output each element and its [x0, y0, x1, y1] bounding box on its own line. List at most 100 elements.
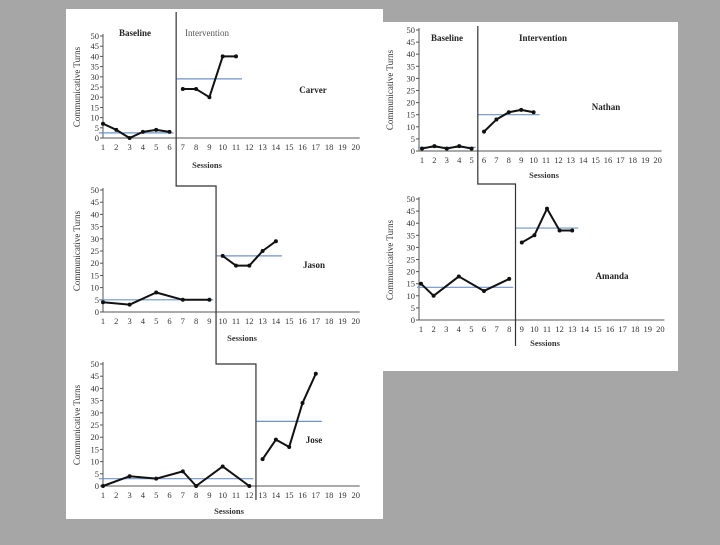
x-tick-label: 5 [154, 316, 158, 326]
y-axis-title: Communicative Turns [385, 219, 395, 300]
x-tick-label: 16 [298, 142, 307, 152]
y-tick-label: 45 [91, 371, 100, 381]
y-tick-label: 10 [407, 291, 416, 301]
y-tick-label: 30 [91, 72, 100, 82]
baseline-point [456, 274, 461, 279]
x-tick-label: 2 [432, 155, 436, 165]
x-tick-label: 9 [520, 324, 524, 334]
intervention-point [220, 253, 225, 258]
y-tick-label: 50 [91, 185, 100, 195]
y-tick-label: 25 [91, 246, 100, 256]
intervention-point [247, 263, 252, 268]
x-tick-label: 10 [218, 490, 227, 500]
x-axis-title: Sessions [192, 160, 222, 170]
x-tick-label: 15 [593, 324, 602, 334]
x-tick-label: 14 [272, 490, 281, 500]
intervention-point [220, 54, 225, 59]
phase-label-baseline: Baseline [119, 28, 151, 38]
participant-label: Carver [299, 85, 326, 95]
intervention-point [260, 457, 265, 462]
x-tick-label: 13 [258, 142, 267, 152]
y-tick-label: 20 [91, 432, 100, 442]
y-tick-label: 45 [407, 37, 416, 47]
baseline-series-line [102, 122, 170, 139]
intervention-point [506, 110, 511, 115]
x-tick-label: 10 [218, 316, 227, 326]
baseline-point [507, 276, 512, 281]
intervention-point [260, 249, 265, 253]
y-tick-label: 30 [407, 242, 416, 252]
y-tick-label: 50 [91, 31, 100, 41]
y-tick-label: 35 [407, 61, 416, 71]
x-tick-label: 1 [101, 490, 105, 500]
intervention-point [287, 444, 292, 449]
y-tick-label: 25 [91, 420, 100, 430]
intervention-point [194, 87, 199, 92]
x-tick-label: 9 [519, 155, 523, 165]
x-tick-label: 7 [181, 142, 185, 152]
y-tick-label: 45 [407, 206, 416, 216]
baseline-point [101, 484, 105, 488]
intervention-point [273, 437, 278, 442]
x-axis-title: Sessions [530, 338, 560, 348]
y-tick-label: 20 [91, 258, 100, 268]
participant-label: Jose [306, 435, 323, 445]
x-tick-label: 20 [653, 155, 662, 165]
x-tick-label: 11 [232, 490, 240, 500]
x-tick-label: 4 [457, 155, 462, 165]
baseline-point [101, 121, 105, 126]
x-tick-label: 18 [631, 324, 640, 334]
x-tick-label: 20 [351, 490, 360, 500]
x-tick-label: 2 [114, 142, 118, 152]
x-tick-label: 20 [351, 316, 360, 326]
x-tick-label: 6 [167, 490, 171, 500]
y-tick-label: 0 [95, 133, 99, 143]
x-tick-label: 12 [555, 324, 564, 334]
y-axis-title: Communicative Turns [72, 210, 82, 291]
baseline-point [194, 484, 199, 488]
left-figure-panel [66, 9, 383, 519]
x-tick-label: 3 [444, 324, 448, 334]
baseline-point [431, 293, 436, 298]
intervention-point [570, 228, 575, 233]
y-tick-label: 20 [91, 92, 100, 102]
y-tick-label: 25 [407, 255, 416, 265]
y-tick-label: 10 [91, 283, 100, 293]
x-tick-label: 19 [644, 324, 653, 334]
y-tick-label: 40 [91, 383, 100, 393]
x-tick-label: 11 [232, 142, 240, 152]
x-tick-label: 1 [419, 324, 423, 334]
x-tick-label: 12 [245, 490, 254, 500]
x-tick-label: 11 [232, 316, 240, 326]
x-tick-label: 3 [127, 490, 131, 500]
x-tick-label: 1 [420, 155, 424, 165]
y-tick-label: 10 [407, 122, 416, 132]
y-tick-label: 35 [91, 222, 100, 232]
x-tick-label: 7 [494, 155, 498, 165]
x-tick-label: 9 [207, 490, 211, 500]
x-tick-label: 8 [507, 324, 511, 334]
y-tick-label: 5 [95, 123, 99, 133]
y-tick-label: 45 [91, 197, 100, 207]
x-tick-label: 10 [529, 155, 538, 165]
x-tick-label: 9 [207, 142, 211, 152]
intervention-point [234, 263, 238, 268]
x-tick-label: 5 [469, 324, 473, 334]
baseline-point [469, 146, 474, 151]
x-tick-label: 13 [567, 155, 576, 165]
x-tick-label: 15 [591, 155, 600, 165]
y-tick-label: 10 [91, 457, 100, 467]
x-tick-label: 3 [127, 142, 131, 152]
phase-label-baseline: Baseline [431, 33, 463, 43]
x-tick-label: 20 [656, 324, 665, 334]
x-tick-label: 14 [579, 155, 588, 165]
x-tick-label: 10 [530, 324, 539, 334]
participant-label: Jason [303, 260, 325, 270]
y-axis-title: Communicative Turns [72, 384, 82, 465]
y-tick-label: 15 [91, 270, 100, 280]
